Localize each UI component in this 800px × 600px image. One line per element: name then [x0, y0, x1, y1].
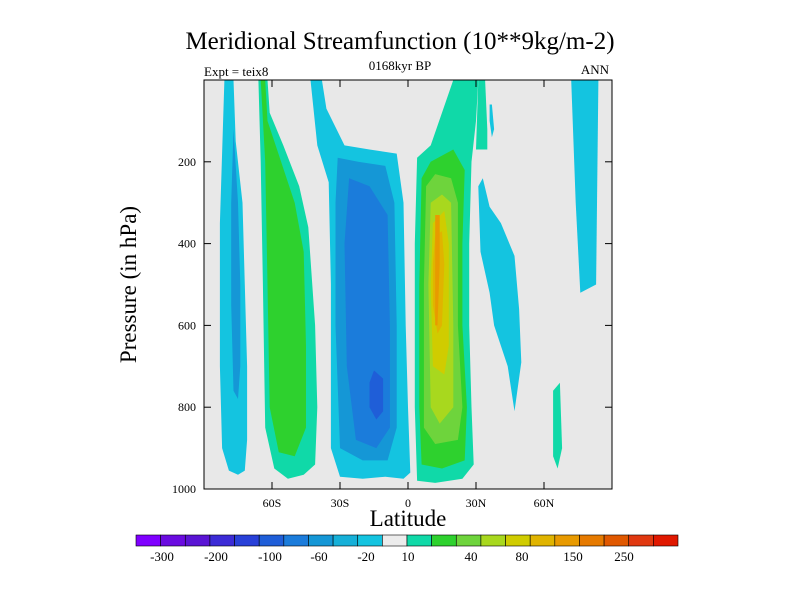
colorbar-label: 80 — [516, 549, 529, 564]
y-tick-label: 400 — [178, 237, 196, 251]
colorbar-swatch — [628, 534, 654, 547]
x-axis-label: Latitude — [370, 506, 447, 531]
colorbar-swatch — [529, 534, 556, 547]
contour-region-nh-polar-upper — [571, 80, 599, 293]
contour-regions — [219, 80, 599, 483]
y-tick-label: 600 — [178, 318, 196, 332]
y-tick-label: 200 — [178, 155, 196, 169]
colorbar-swatch — [332, 534, 359, 547]
contour-region-sh-ferrel-core — [260, 80, 306, 457]
colorbar-swatch — [603, 534, 630, 547]
x-tick-label: 60N — [534, 496, 555, 510]
colorbar-label: -60 — [310, 549, 327, 564]
colorbar-swatch — [431, 534, 457, 547]
colorbar-swatch — [283, 534, 309, 547]
y-axis-label: Pressure (in hPa) — [116, 206, 141, 363]
colorbar-swatch — [579, 534, 605, 547]
x-tick-label: 60S — [263, 496, 282, 510]
colorbar-label: -20 — [357, 549, 374, 564]
colorbar-swatch — [160, 534, 186, 547]
colorbar-swatch — [505, 534, 531, 547]
contour-region-nh-hadley-core — [435, 215, 440, 326]
colorbar-label: -200 — [204, 549, 228, 564]
y-tick-label: 1000 — [172, 482, 196, 496]
colorbar-swatch — [184, 534, 211, 547]
colorbar-swatch — [357, 534, 383, 547]
axis-ticks: 60S 30S 0 30N 60N 200 400 600 800 1000 — [172, 80, 612, 510]
colorbar-swatch — [234, 534, 260, 547]
y-tick-label: 800 — [178, 400, 196, 414]
colorbar-swatch — [135, 534, 161, 547]
time-label: 0168kyr BP — [368, 58, 432, 73]
x-tick-label: 30S — [331, 496, 350, 510]
colorbar-label: 40 — [465, 549, 478, 564]
contour-region-nh-polar-lower — [553, 382, 563, 469]
x-tick-label: 0 — [405, 496, 411, 510]
colorbar: -300 -200 -100 -60 -20 10 40 80 150 250 — [135, 534, 679, 564]
colorbar-swatch — [209, 534, 235, 547]
colorbar-swatch — [406, 534, 432, 547]
colorbar-swatch — [258, 534, 285, 547]
colorbar-swatch — [382, 534, 408, 547]
colorbar-label: -300 — [150, 549, 174, 564]
colorbar-label: 150 — [563, 549, 583, 564]
colorbar-label: -100 — [258, 549, 282, 564]
colorbar-swatch — [455, 534, 482, 547]
colorbar-swatch — [308, 534, 334, 547]
colorbar-swatch — [554, 534, 580, 547]
x-tick-label: 30N — [466, 496, 487, 510]
colorbar-label: 10 — [402, 549, 415, 564]
contour-region-sh-hadley-core — [369, 370, 384, 420]
chart-title: Meridional Streamfunction (10**9kg/m-2) — [185, 28, 615, 55]
contour-region-nh-ferrel-cell — [478, 178, 522, 412]
colorbar-swatch — [653, 534, 679, 547]
season-label: ANN — [580, 62, 609, 77]
colorbar-swatch — [480, 534, 506, 547]
colorbar-label: 250 — [614, 549, 634, 564]
contour-region-sh-polar-core — [231, 129, 241, 399]
contour-region-nh-upper-blob — [489, 104, 495, 138]
experiment-label: Expt = teix8 — [204, 64, 269, 79]
contour-region-nh-upper-green — [476, 80, 488, 150]
